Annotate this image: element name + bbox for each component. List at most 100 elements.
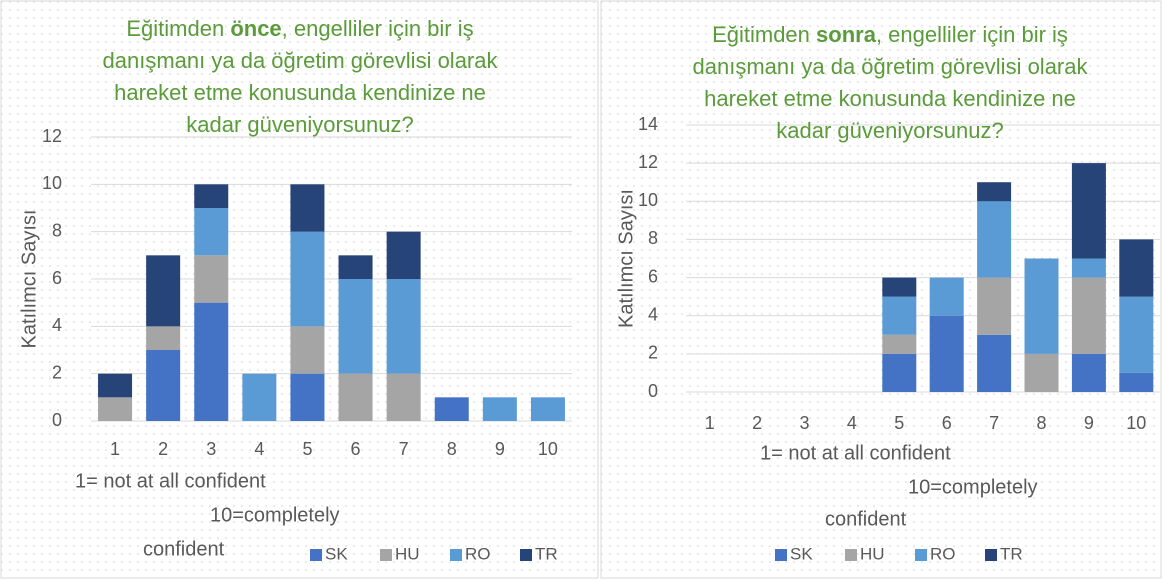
bar-segment xyxy=(1119,239,1154,297)
legend-label: RO xyxy=(465,544,491,563)
bar-segment xyxy=(290,326,325,374)
x-axis-label: confident xyxy=(143,538,225,560)
panel xyxy=(600,0,1162,579)
x-tick-label: 6 xyxy=(942,413,952,433)
title-part: kadar güveniyorsunuz? xyxy=(776,118,1003,143)
legend-swatch xyxy=(380,549,392,561)
bar-segment xyxy=(1119,296,1154,373)
legend-swatch xyxy=(915,549,927,561)
x-tick-label: 1 xyxy=(110,439,120,459)
x-tick-label: 2 xyxy=(158,439,168,459)
y-tick-label: 12 xyxy=(638,152,658,172)
bar-segment xyxy=(194,184,229,208)
legend-swatch xyxy=(520,549,532,561)
x-tick-label: 6 xyxy=(351,439,361,459)
legend-label: TR xyxy=(1000,544,1023,563)
y-axis-label: Katılımcı Sayısı xyxy=(18,210,40,349)
bar-segment xyxy=(882,296,917,335)
bar-segment xyxy=(194,302,229,421)
title-part: Eğitimden xyxy=(712,22,816,47)
title-part: danışmanı ya da öğretim görevlisi olarak xyxy=(693,54,1089,79)
x-tick-label: 2 xyxy=(752,413,762,433)
bar-segment xyxy=(1071,353,1106,392)
bar-segment xyxy=(1119,372,1154,392)
legend-label: RO xyxy=(930,544,956,563)
y-tick-label: 4 xyxy=(648,304,658,324)
legend-swatch xyxy=(450,549,462,561)
bar-segment xyxy=(929,277,964,316)
bar-segment xyxy=(482,397,517,421)
x-tick-label: 5 xyxy=(894,413,904,433)
bar-segment xyxy=(146,326,181,350)
x-tick-label: 8 xyxy=(1036,413,1046,433)
bar-segment xyxy=(977,277,1012,335)
y-axis-label: Katılımcı Sayısı xyxy=(615,189,637,328)
bar-segment xyxy=(530,397,565,421)
legend-swatch xyxy=(845,549,857,561)
bar-segment xyxy=(386,279,421,374)
title-part: Eğitimden xyxy=(126,16,230,41)
legend-label: SK xyxy=(790,544,813,563)
y-tick-label: 0 xyxy=(648,381,658,401)
title-part: kadar güveniyorsunuz? xyxy=(186,112,413,137)
chart-title: kadar güveniyorsunuz? xyxy=(186,112,413,137)
bar-segment xyxy=(1071,258,1106,278)
legend-label: HU xyxy=(395,544,420,563)
bar-segment xyxy=(338,373,373,421)
chart-title: Eğitimden sonra, engelliler için bir iş xyxy=(712,22,1068,47)
bar-segment xyxy=(882,277,917,297)
x-tick-label: 4 xyxy=(847,413,857,433)
bar-segment xyxy=(882,353,917,392)
y-tick-label: 6 xyxy=(52,268,62,288)
title-part: , engelliler için bir iş xyxy=(282,16,474,41)
x-tick-label: 8 xyxy=(447,439,457,459)
bar-segment xyxy=(242,373,277,421)
bar-segment xyxy=(338,255,373,279)
title-part: , engelliler için bir iş xyxy=(876,22,1068,47)
x-axis-label: 1= not at all confident xyxy=(760,442,951,464)
bar-segment xyxy=(1071,163,1106,259)
x-tick-label: 1 xyxy=(705,413,715,433)
x-tick-label: 10 xyxy=(1126,413,1146,433)
bar-segment xyxy=(290,231,325,327)
x-axis-label: 10=completely xyxy=(908,476,1038,498)
y-tick-label: 2 xyxy=(648,343,658,363)
x-tick-label: 5 xyxy=(302,439,312,459)
bar-segment xyxy=(882,334,917,354)
x-axis-label: confident xyxy=(825,508,907,530)
x-tick-label: 4 xyxy=(254,439,264,459)
x-tick-label: 9 xyxy=(495,439,505,459)
y-tick-label: 12 xyxy=(42,126,62,146)
bar-segment xyxy=(194,208,229,256)
x-tick-label: 7 xyxy=(399,439,409,459)
bar-segment xyxy=(386,373,421,421)
bar-segment xyxy=(290,373,325,421)
chart-title: danışmanı ya da öğretim görevlisi olarak xyxy=(693,54,1089,79)
bar-segment xyxy=(977,201,1012,278)
bar-segment xyxy=(194,255,229,303)
legend-label: HU xyxy=(860,544,885,563)
bar-segment xyxy=(98,373,133,398)
x-tick-label: 9 xyxy=(1084,413,1094,433)
y-tick-label: 8 xyxy=(52,220,62,240)
chart-title: danışmanı ya da öğretim görevlisi olarak xyxy=(103,48,499,73)
bar-segment xyxy=(929,315,964,392)
title-part: önce xyxy=(230,16,281,41)
bar-segment xyxy=(338,279,373,374)
y-tick-label: 8 xyxy=(648,228,658,248)
x-axis-label: 1= not at all confident xyxy=(75,470,266,492)
chart-title: hareket etme konusunda kendinize ne xyxy=(704,86,1076,111)
bar-segment xyxy=(977,334,1012,392)
bar-segment xyxy=(146,255,181,327)
chart-title: kadar güveniyorsunuz? xyxy=(776,118,1003,143)
y-tick-label: 2 xyxy=(52,362,62,382)
y-tick-label: 0 xyxy=(52,410,62,430)
legend-swatch xyxy=(310,549,322,561)
bar-segment xyxy=(1024,258,1059,354)
legend-swatch xyxy=(775,549,787,561)
legend-label: SK xyxy=(325,544,348,563)
title-part: hareket etme konusunda kendinize ne xyxy=(704,86,1076,111)
legend-label: TR xyxy=(535,544,558,563)
title-part: sonra xyxy=(816,22,877,47)
title-part: danışmanı ya da öğretim görevlisi olarak xyxy=(103,48,499,73)
